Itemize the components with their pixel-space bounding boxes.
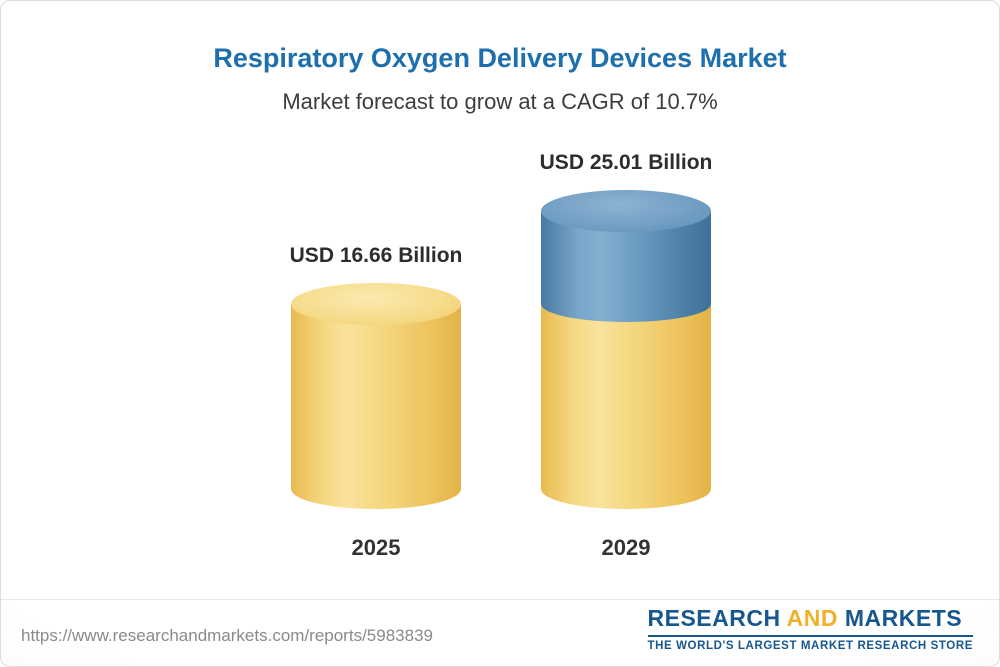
research-and-markets-logo: RESEARCH AND MARKETS THE WORLD'S LARGEST…	[647, 605, 974, 652]
cylinder-top-2029	[541, 190, 711, 233]
logo-word-markets: MARKETS	[844, 605, 963, 631]
year-label-2029: 2029	[601, 535, 651, 560]
cylinder-2029: USD 25.01 Billion 2029	[540, 151, 713, 560]
year-label-2025: 2025	[351, 535, 401, 560]
chart-title: Respiratory Oxygen Delivery Devices Mark…	[213, 43, 787, 73]
value-label-2029: USD 25.01 Billion	[539, 151, 713, 175]
logo-tagline: THE WORLD'S LARGEST MARKET RESEARCH STOR…	[647, 635, 973, 652]
report-url-link[interactable]: https://www.researchandmarkets.com/repor…	[21, 626, 433, 645]
cylinder-2025: USD 16.66 Billion 2025	[290, 244, 463, 560]
logo-word-research: RESEARCH	[647, 605, 781, 631]
chart-subtitle: Market forecast to grow at a CAGR of 10.…	[282, 89, 718, 114]
footer-divider	[1, 599, 999, 600]
value-label-2025: USD 16.66 Billion	[289, 244, 463, 268]
logo-word-and: AND	[786, 605, 838, 631]
cylinder-body-2025	[291, 304, 461, 509]
logo-wordmark: RESEARCH AND MARKETS	[648, 605, 974, 632]
cylinder-top-2025	[291, 283, 461, 326]
